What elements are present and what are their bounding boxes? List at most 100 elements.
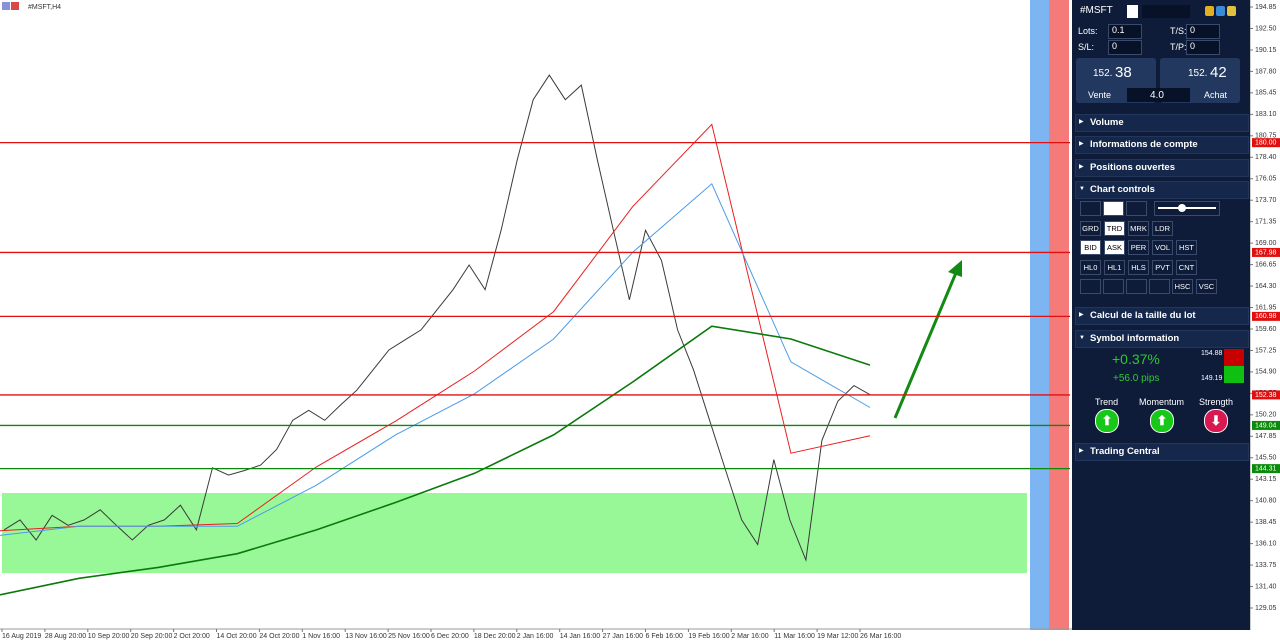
indicator-label: Trend (1095, 397, 1119, 407)
y-tick-label: 190.15 (1255, 47, 1277, 54)
control-button[interactable]: VOL (1152, 240, 1173, 255)
control-button[interactable]: GRD (1080, 221, 1101, 236)
section-header[interactable] (1075, 443, 1249, 461)
nav-button[interactable] (1080, 279, 1101, 294)
control-button[interactable]: MRK (1128, 221, 1149, 236)
y-tick-label: 171.35 (1255, 219, 1277, 226)
control-button[interactable]: LDR (1152, 221, 1173, 236)
sell-price-pips: 38 (1115, 64, 1132, 81)
section-header[interactable] (1075, 307, 1249, 325)
trend-arrowhead (948, 260, 962, 277)
y-tick-label: 157.25 (1255, 347, 1277, 354)
section-header[interactable] (1075, 330, 1249, 348)
level-label: 167.98 (1255, 249, 1277, 256)
y-tick-label: 176.05 (1255, 176, 1277, 183)
x-tick-label: 16 Aug 2019 (2, 633, 41, 640)
slider-track (1158, 207, 1216, 209)
y-tick-label: 150.20 (1255, 412, 1277, 419)
x-tick-label: 2 Oct 20:00 (174, 633, 210, 640)
section-header[interactable] (1075, 181, 1249, 199)
y-tick-label: 138.45 (1255, 519, 1277, 526)
toolbar-icon[interactable] (1205, 6, 1214, 16)
window-title: #MSFT,H4 (28, 4, 61, 11)
control-button[interactable]: ASK (1104, 240, 1125, 255)
control-button[interactable]: HL0 (1080, 260, 1101, 275)
tp-input[interactable]: 0 (1186, 40, 1220, 55)
toolbar-icon[interactable] (1216, 6, 1225, 16)
section-header[interactable] (1075, 136, 1249, 154)
level-label: 160.98 (1255, 313, 1277, 320)
section-caret: ▶ (1079, 312, 1084, 318)
search-box[interactable] (1142, 5, 1190, 18)
section-title[interactable]: Calcul de la taille du lot (1090, 310, 1196, 321)
indicator-icon: ⬆ (1150, 409, 1174, 433)
y-tick-label: 140.80 (1255, 498, 1277, 505)
y-tick-label: 133.75 (1255, 562, 1277, 569)
red-strip (1049, 0, 1069, 630)
control-button[interactable]: HSC (1172, 279, 1193, 294)
y-tick-label: 131.40 (1255, 583, 1277, 590)
x-tick-label: 14 Jan 16:00 (560, 633, 601, 640)
moving-average (0, 182, 871, 536)
control-button[interactable]: CNT (1176, 260, 1197, 275)
control-button[interactable]: HST (1176, 240, 1197, 255)
section-title[interactable]: Positions ouvertes (1090, 162, 1175, 173)
sell-label: Vente (1088, 90, 1112, 100)
y-tick-label: 129.05 (1255, 605, 1277, 612)
control-icon[interactable] (1103, 201, 1124, 216)
symbol-select[interactable]: #MSFT (1076, 5, 1134, 20)
lots-input[interactable]: 0.1 (1108, 24, 1142, 39)
dropdown[interactable] (1127, 5, 1138, 18)
x-tick-label: 19 Feb 16:00 (688, 633, 729, 640)
slider[interactable] (1154, 201, 1220, 216)
section-title[interactable]: Volume (1090, 117, 1124, 128)
control-button[interactable]: TRD (1104, 221, 1125, 236)
nav-button[interactable] (1126, 279, 1147, 294)
level-label: 152.38 (1255, 392, 1277, 399)
control-button[interactable]: PER (1128, 240, 1149, 255)
window-icon (11, 2, 19, 10)
control-icon[interactable] (1080, 201, 1101, 216)
buy-label: Achat (1204, 90, 1228, 100)
section-title[interactable]: Informations de compte (1090, 139, 1198, 150)
indicator-icon: ⬆ (1095, 409, 1119, 433)
control-button[interactable]: BID (1080, 240, 1101, 255)
nav-button[interactable] (1103, 279, 1124, 294)
support-zone (2, 493, 1027, 574)
y-tick-label: 185.45 (1255, 90, 1277, 97)
control-button[interactable]: HLS (1128, 260, 1149, 275)
section-header[interactable] (1075, 114, 1249, 132)
level-tag (1252, 464, 1280, 474)
moving-average (0, 123, 871, 532)
control-button[interactable]: HL1 (1104, 260, 1125, 275)
section-title[interactable]: Symbol information (1090, 333, 1180, 344)
level-tag (1252, 247, 1280, 257)
lots-label: Lots: (1078, 26, 1098, 36)
x-tick-label: 18 Dec 20:00 (474, 633, 516, 640)
section-caret: ▼ (1079, 335, 1085, 341)
control-icon[interactable] (1126, 201, 1147, 216)
x-tick-label: 25 Nov 16:00 (388, 633, 430, 640)
y-tick-label: 143.15 (1255, 476, 1277, 483)
section-title[interactable]: Trading Central (1090, 446, 1160, 457)
nav-button[interactable] (1149, 279, 1170, 294)
price-line (3, 74, 871, 562)
control-button[interactable]: VSC (1196, 279, 1217, 294)
slider-knob (1178, 204, 1186, 212)
window-icon (2, 2, 10, 10)
y-tick-label: 154.90 (1255, 369, 1277, 376)
change-pips: +56.0 pips (1113, 373, 1160, 384)
y-tick-label: 161.95 (1255, 304, 1277, 311)
blue-strip (1030, 0, 1049, 630)
x-tick-label: 19 Mar 12:00 (817, 633, 858, 640)
ts-input[interactable]: 0 (1186, 24, 1220, 39)
x-tick-label: 26 Mar 16:00 (860, 633, 901, 640)
indicator-label: Strength (1199, 397, 1234, 407)
sl-input[interactable]: 0 (1108, 40, 1142, 55)
section-title[interactable]: Chart controls (1090, 184, 1155, 195)
trend-arrow (893, 267, 960, 419)
section-header[interactable] (1075, 159, 1249, 177)
toolbar-icon[interactable] (1227, 6, 1236, 16)
control-button[interactable]: PVT (1152, 260, 1173, 275)
